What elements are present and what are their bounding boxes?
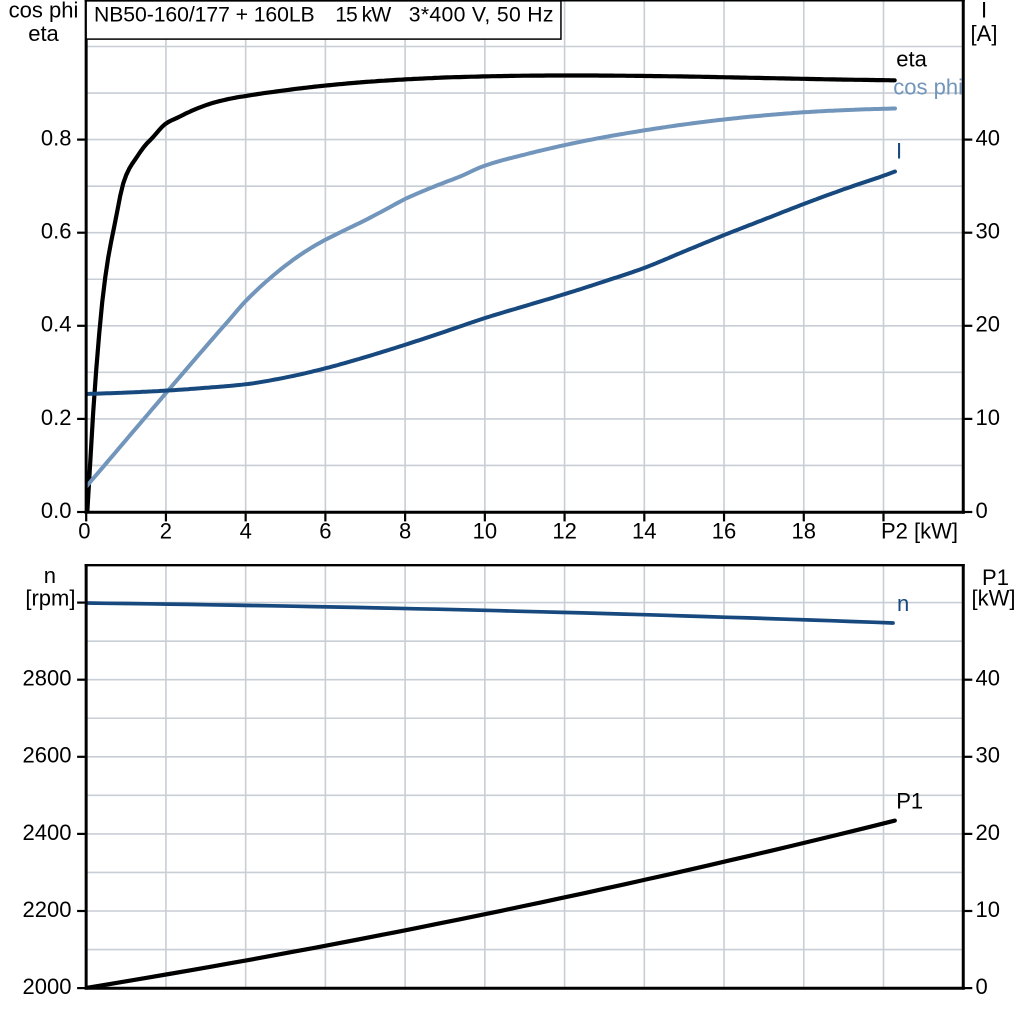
svg-text:16: 16 (712, 519, 736, 544)
svg-text:eta: eta (28, 21, 59, 46)
svg-text:2: 2 (160, 519, 172, 544)
svg-text:0.4: 0.4 (41, 312, 72, 337)
svg-text:[kW]: [kW] (972, 586, 1016, 611)
svg-text:40: 40 (976, 666, 1000, 691)
svg-text:NB50-160/177 + 160LB: NB50-160/177 + 160LB (94, 4, 315, 27)
svg-text:0: 0 (78, 519, 90, 544)
svg-text:4: 4 (240, 519, 252, 544)
svg-text:2600: 2600 (23, 743, 72, 768)
svg-text:2000: 2000 (23, 974, 72, 999)
svg-text:2400: 2400 (23, 820, 72, 845)
svg-text:P2 [kW]: P2 [kW] (881, 519, 958, 544)
svg-text:P1: P1 (982, 565, 1009, 590)
svg-text:I: I (981, 0, 987, 23)
svg-text:15 kW: 15 kW (335, 4, 391, 27)
svg-text:P1: P1 (896, 788, 923, 813)
svg-text:40: 40 (976, 126, 1000, 151)
svg-text:18: 18 (792, 519, 816, 544)
svg-text:I: I (896, 138, 902, 163)
svg-text:14: 14 (632, 519, 656, 544)
svg-text:6: 6 (319, 519, 331, 544)
svg-text:30: 30 (976, 743, 1000, 768)
svg-text:0.2: 0.2 (41, 405, 72, 430)
svg-text:n: n (44, 563, 56, 588)
svg-text:3*400 V, 50 Hz: 3*400 V, 50 Hz (409, 4, 554, 27)
svg-text:20: 20 (976, 820, 1000, 845)
svg-text:2800: 2800 (23, 666, 72, 691)
svg-text:eta: eta (896, 47, 927, 72)
svg-text:[rpm]: [rpm] (25, 586, 75, 611)
svg-text:0.6: 0.6 (41, 219, 72, 244)
svg-text:8: 8 (399, 519, 411, 544)
svg-text:0: 0 (976, 498, 988, 523)
svg-text:10: 10 (976, 405, 1000, 430)
svg-text:0.8: 0.8 (41, 126, 72, 151)
svg-text:10: 10 (976, 897, 1000, 922)
svg-text:10: 10 (473, 519, 497, 544)
svg-text:0.0: 0.0 (41, 498, 72, 523)
svg-text:2200: 2200 (23, 897, 72, 922)
svg-text:n: n (897, 591, 909, 616)
svg-text:cos phi: cos phi (893, 74, 963, 99)
svg-text:cos phi: cos phi (9, 0, 79, 23)
svg-text:12: 12 (552, 519, 576, 544)
svg-text:30: 30 (976, 219, 1000, 244)
svg-text:20: 20 (976, 312, 1000, 337)
svg-text:0: 0 (976, 974, 988, 999)
svg-text:[A]: [A] (971, 21, 998, 46)
